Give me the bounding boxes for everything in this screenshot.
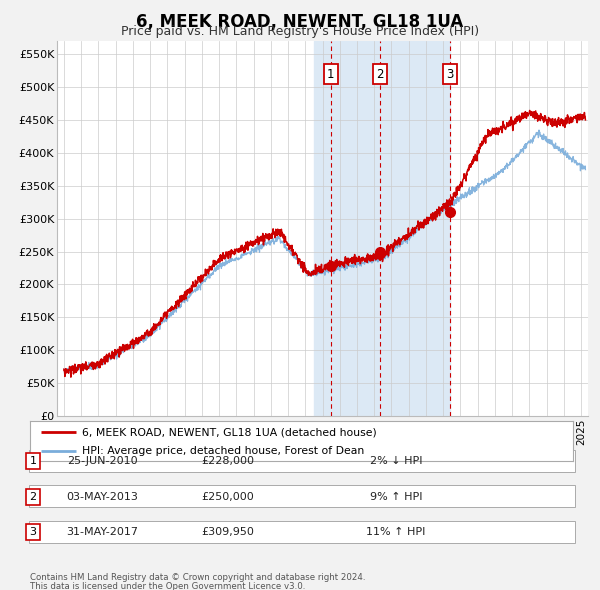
Text: 03-MAY-2013: 03-MAY-2013 xyxy=(66,491,138,502)
Text: 3: 3 xyxy=(29,527,37,537)
Text: 1: 1 xyxy=(29,456,37,466)
Text: 2: 2 xyxy=(29,491,37,502)
Text: 2% ↓ HPI: 2% ↓ HPI xyxy=(370,456,422,466)
Text: 25-JUN-2010: 25-JUN-2010 xyxy=(67,456,137,466)
Text: Contains HM Land Registry data © Crown copyright and database right 2024.: Contains HM Land Registry data © Crown c… xyxy=(30,573,365,582)
Text: £228,000: £228,000 xyxy=(202,456,254,466)
Text: 1: 1 xyxy=(327,68,335,81)
Text: Price paid vs. HM Land Registry's House Price Index (HPI): Price paid vs. HM Land Registry's House … xyxy=(121,25,479,38)
Text: 3: 3 xyxy=(446,68,454,81)
Text: 11% ↑ HPI: 11% ↑ HPI xyxy=(367,527,425,537)
Bar xyxy=(314,41,450,416)
Text: 9% ↑ HPI: 9% ↑ HPI xyxy=(370,491,422,502)
Text: HPI: Average price, detached house, Forest of Dean: HPI: Average price, detached house, Fore… xyxy=(82,447,364,456)
Text: £309,950: £309,950 xyxy=(202,527,254,537)
Text: £250,000: £250,000 xyxy=(202,491,254,502)
Text: This data is licensed under the Open Government Licence v3.0.: This data is licensed under the Open Gov… xyxy=(30,582,305,590)
Text: 6, MEEK ROAD, NEWENT, GL18 1UA: 6, MEEK ROAD, NEWENT, GL18 1UA xyxy=(136,13,464,31)
Text: 6, MEEK ROAD, NEWENT, GL18 1UA (detached house): 6, MEEK ROAD, NEWENT, GL18 1UA (detached… xyxy=(82,427,376,437)
Text: 31-MAY-2017: 31-MAY-2017 xyxy=(66,527,138,537)
Text: 2: 2 xyxy=(376,68,383,81)
